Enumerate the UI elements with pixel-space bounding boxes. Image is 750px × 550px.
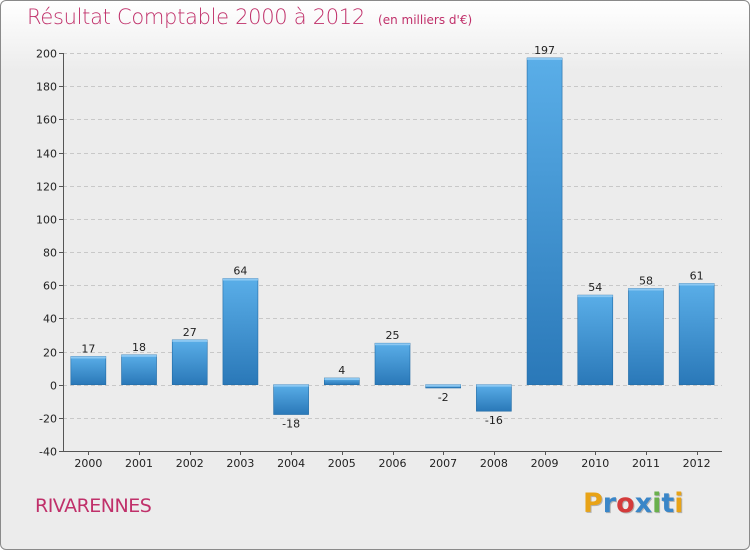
value-label: 58 bbox=[639, 274, 653, 287]
x-tick-label: 2010 bbox=[581, 457, 609, 470]
bar-highlight bbox=[577, 295, 613, 298]
bar-highlight bbox=[273, 384, 309, 387]
x-tick-label: 2004 bbox=[277, 457, 305, 470]
bar-highlight bbox=[172, 339, 208, 342]
x-tick-label: 2008 bbox=[480, 457, 508, 470]
logo-letter: P bbox=[583, 488, 603, 519]
bar-highlight bbox=[527, 57, 563, 60]
bars bbox=[70, 57, 715, 415]
y-tick-label: 160 bbox=[36, 114, 57, 127]
value-labels: 17 18 27 64 -18 4 25 -2 -16 197 54 58 61 bbox=[81, 44, 703, 431]
y-tick-label: -40 bbox=[39, 446, 57, 459]
x-tick-label: 2003 bbox=[226, 457, 254, 470]
bar-highlight bbox=[375, 343, 410, 346]
bar-2012 bbox=[678, 283, 715, 385]
x-tick-label: 2009 bbox=[531, 457, 559, 470]
value-label: 4 bbox=[338, 364, 345, 377]
y-tick-label: 80 bbox=[43, 247, 57, 260]
logo-letter: o bbox=[616, 488, 635, 519]
y-tick-label: 0 bbox=[50, 380, 57, 393]
value-label: 18 bbox=[132, 341, 146, 354]
logo-letter: x bbox=[634, 488, 653, 519]
title-unit: (en milliers d'€) bbox=[378, 13, 473, 27]
value-label: 64 bbox=[233, 265, 247, 278]
axes: -40 -20 0 20 40 60 80 100 120 140 160 180 200 2000 200… bbox=[36, 48, 722, 470]
value-label: 54 bbox=[588, 281, 602, 294]
x-tick-label: 2001 bbox=[125, 457, 153, 470]
value-label: -2 bbox=[438, 391, 449, 404]
x-tick-label: 2002 bbox=[176, 457, 204, 470]
value-label: 61 bbox=[690, 270, 704, 283]
y-tick-label: 120 bbox=[36, 181, 57, 194]
x-tick-label: 2006 bbox=[379, 457, 407, 470]
bar-2006 bbox=[374, 342, 411, 385]
bar-highlight bbox=[425, 384, 461, 387]
chart-title: Résultat Comptable 2000 à 2012 (en milli… bbox=[27, 5, 472, 29]
y-tick-label: 100 bbox=[36, 214, 57, 227]
y-tick-label: 20 bbox=[43, 347, 57, 360]
logo-letter: i bbox=[674, 488, 684, 519]
bar-2009 bbox=[526, 57, 563, 385]
x-tick-label: 2000 bbox=[74, 457, 102, 470]
bar-2002 bbox=[171, 339, 208, 385]
x-tick-label: 2005 bbox=[328, 457, 356, 470]
logo-letter: i bbox=[652, 488, 662, 519]
value-label: -16 bbox=[485, 414, 503, 427]
x-tick-label: 2011 bbox=[632, 457, 660, 470]
bar-2008 bbox=[476, 384, 512, 412]
value-label: 17 bbox=[81, 342, 95, 355]
x-tick-label: 2007 bbox=[429, 457, 457, 470]
proxiti-logo[interactable]: Proxiti bbox=[583, 488, 684, 519]
bar-highlight bbox=[324, 378, 360, 381]
bar-highlight bbox=[121, 354, 157, 357]
bar-2001 bbox=[121, 354, 157, 385]
bar-highlight bbox=[628, 288, 664, 291]
y-tick-label: -20 bbox=[39, 413, 57, 426]
bar-highlight bbox=[679, 283, 715, 286]
value-label: 25 bbox=[386, 329, 400, 342]
bar-2000 bbox=[70, 356, 107, 385]
bar-highlight bbox=[222, 278, 258, 281]
title-text: Résultat Comptable 2000 à 2012 bbox=[27, 5, 365, 29]
logo-letter: t bbox=[661, 488, 675, 519]
commune-name: RIVARENNES bbox=[35, 495, 152, 517]
bar-2011 bbox=[628, 288, 664, 385]
value-label: -18 bbox=[282, 418, 300, 431]
bar-2010 bbox=[577, 294, 614, 385]
bar-highlight bbox=[70, 356, 106, 359]
value-label: 197 bbox=[534, 44, 555, 57]
y-tick-label: 140 bbox=[36, 148, 57, 161]
y-tick-label: 40 bbox=[43, 313, 57, 326]
y-tick-label: 200 bbox=[36, 48, 57, 61]
x-tick-label: 2012 bbox=[683, 457, 711, 470]
logo-letter: r bbox=[602, 488, 617, 519]
y-tick-label: 180 bbox=[36, 81, 57, 94]
grid bbox=[63, 53, 722, 452]
y-tick-label: 60 bbox=[43, 280, 57, 293]
bar-highlight bbox=[476, 384, 512, 387]
value-label: 27 bbox=[183, 326, 197, 339]
bar-2003 bbox=[222, 278, 259, 385]
bar-2004 bbox=[273, 384, 309, 415]
